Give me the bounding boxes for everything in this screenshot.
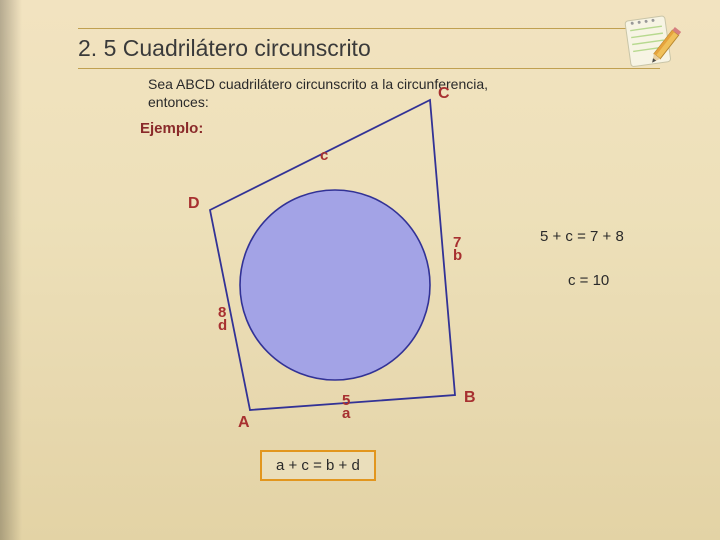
geometry-figure: A B C D 5 a 7 b c 8 d — [170, 130, 500, 430]
vertex-d: D — [188, 195, 200, 212]
side-b: b — [453, 247, 462, 264]
side-c: c — [320, 147, 328, 164]
formula-box: a + c = b + d — [260, 450, 376, 481]
vertex-c: C — [438, 85, 450, 102]
calc-line-1: 5 + c = 7 + 8 — [540, 228, 624, 245]
vertex-b: B — [464, 389, 476, 406]
inscribed-circle — [240, 190, 430, 380]
side-a: a — [342, 405, 351, 422]
title-bar: 2. 5 Cuadrilátero circunscrito — [78, 28, 660, 69]
subtitle-line-2: entonces: — [148, 94, 209, 110]
vertex-a: A — [238, 414, 250, 431]
side-d: d — [218, 317, 227, 334]
slide-title: 2. 5 Cuadrilátero circunscrito — [78, 35, 660, 62]
calc-line-2: c = 10 — [568, 272, 609, 289]
geometry-svg: A B C D 5 a 7 b c 8 d — [170, 130, 500, 430]
left-shadow — [0, 0, 22, 540]
notepad-icon — [618, 10, 682, 74]
